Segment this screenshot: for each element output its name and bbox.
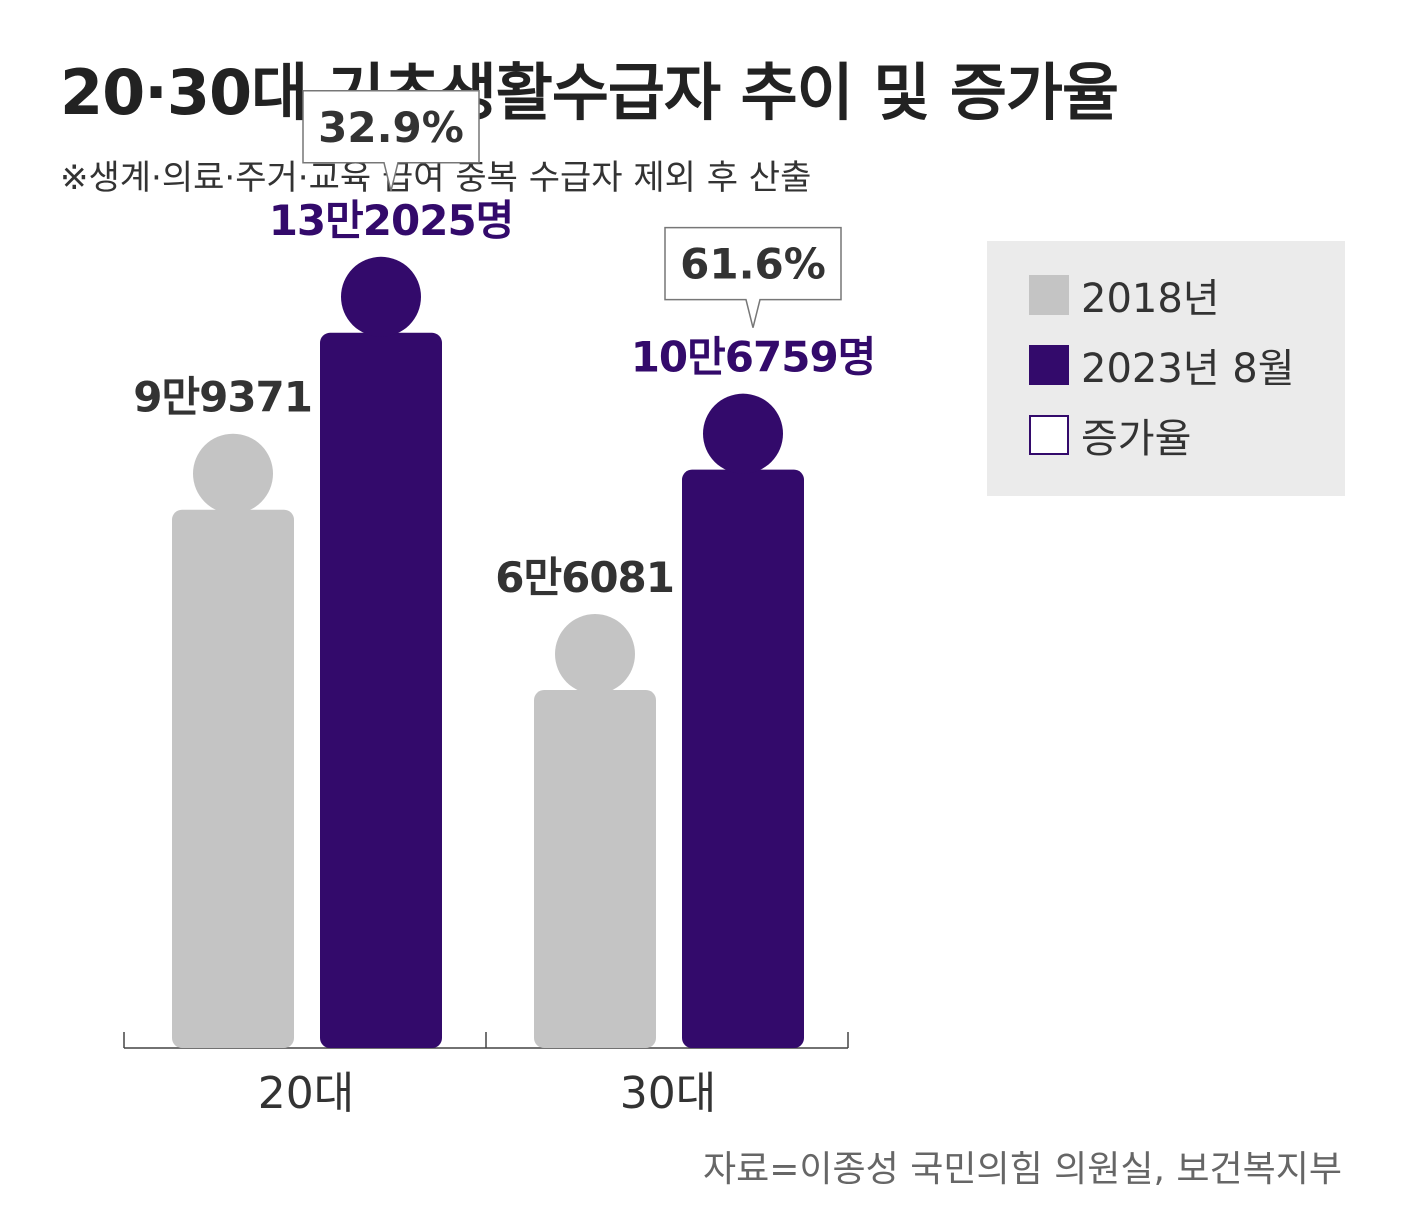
growth-callout-1 — [302, 90, 480, 191]
x-tick-label-1: 20대 — [258, 1068, 354, 1119]
growth-label-1: 32.9% — [318, 103, 464, 152]
legend-swatch-growth — [1029, 415, 1069, 455]
data-label-2018-2: 6만6081 — [495, 553, 674, 602]
legend: 2018년 2023년 8월 증가율 — [987, 241, 1345, 496]
bar-2018-2 — [534, 690, 656, 1048]
data-label-2023-1: 13만2025명 — [269, 196, 514, 245]
legend-item-2023: 2023년 8월 — [1029, 341, 1295, 392]
chart-title: 20·30대 기초생활수급자 추이 및 증가율 — [60, 56, 1119, 129]
source-note: 자료=이종성 국민의힘 의원실, 보건복지부 — [703, 1149, 1342, 1190]
bar-head-2023-1 — [341, 256, 421, 337]
legend-label-2018: 2018년 — [1081, 276, 1220, 322]
legend-swatch-2023 — [1029, 345, 1069, 385]
bar-head-2018-1 — [193, 433, 273, 514]
bar-2023-2 — [682, 469, 804, 1048]
legend-label-growth: 증가율 — [1081, 416, 1192, 462]
chart-subtitle: ※생계·의료·주거·교육 급여 중복 수급자 제외 후 산출 — [60, 158, 812, 198]
bar-2018-1 — [172, 509, 294, 1048]
legend-item-growth: 증가율 — [1029, 411, 1191, 462]
legend-swatch-2018 — [1029, 275, 1069, 315]
bar-head-2018-2 — [555, 614, 635, 695]
x-tick-label-2: 30대 — [620, 1068, 716, 1119]
legend-label-2023: 2023년 8월 — [1081, 346, 1295, 392]
data-label-2018-1: 9만9371 — [133, 373, 312, 422]
data-label-2023-2: 10만6759명 — [631, 333, 876, 382]
legend-item-2018: 2018년 — [1029, 271, 1220, 322]
bar-head-2023-2 — [703, 393, 783, 474]
growth-callout-2 — [664, 226, 842, 328]
growth-label-2: 61.6% — [680, 240, 826, 289]
bar-2023-1 — [320, 332, 442, 1048]
